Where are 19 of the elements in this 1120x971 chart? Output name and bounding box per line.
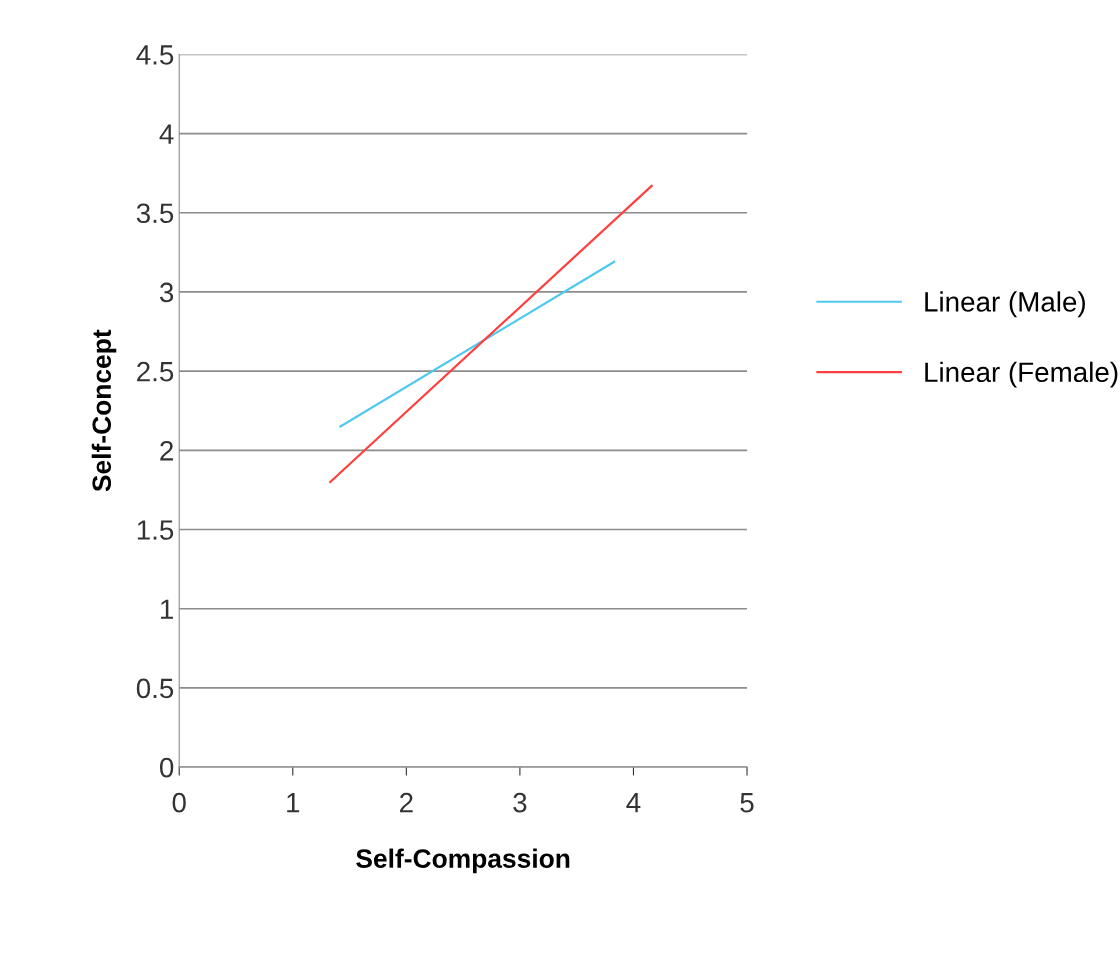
y-axis-title: Self-Concept [91, 329, 117, 492]
legend-label: Linear (Female) [925, 361, 1118, 388]
y-tick-label: 1 [161, 599, 173, 619]
y-tick-label: 3 [159, 282, 174, 303]
x-tick-label: 4 [626, 793, 641, 813]
y-tick-label: 4 [159, 124, 174, 144]
y-tick-label: 0.5 [136, 678, 174, 699]
x-tick-label: 3 [513, 792, 527, 813]
y-tick-label: 3.5 [136, 203, 174, 224]
y-tick-label: 4.5 [136, 45, 174, 65]
y-tick-label: 0 [159, 757, 174, 778]
x-axis-title: Self-Compassion [356, 848, 570, 874]
x-tick-label: 2 [400, 792, 413, 813]
x-tick-label: 1 [287, 793, 300, 813]
y-tick-label: 1.5 [137, 520, 174, 540]
y-tick-label: 2 [160, 441, 173, 461]
legend-label: Linear (Male) [925, 291, 1085, 318]
x-tick-label: 5 [740, 793, 754, 813]
y-tick-label: 2.5 [137, 361, 174, 382]
